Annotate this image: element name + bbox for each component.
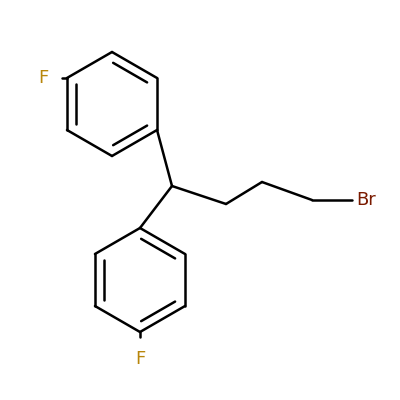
Text: F: F — [135, 350, 145, 368]
Text: Br: Br — [356, 191, 376, 209]
Text: F: F — [39, 69, 49, 87]
